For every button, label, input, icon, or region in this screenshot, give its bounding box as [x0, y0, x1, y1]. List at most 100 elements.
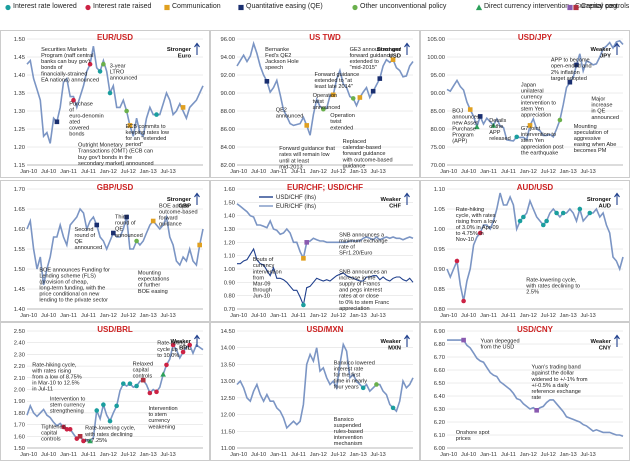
annotation: Mounting expectations of further BOE easing: [138, 271, 170, 295]
y-tick-label: 2.10: [14, 376, 25, 382]
annotation: Onshore spot prices: [456, 430, 490, 442]
event-marker-lower: [94, 408, 100, 413]
x-tick-label: Jul-12: [121, 169, 136, 175]
annotation: Rate-lowering cycle, with rates declining…: [525, 277, 580, 295]
y-tick-label: 1.35: [14, 91, 25, 97]
x-tick-label: Jul-13: [161, 169, 176, 175]
y-tick-label: 6.20: [434, 420, 445, 426]
annotation: Intervention to stem currency weakening: [147, 406, 177, 430]
legend-label: Other unconventional policy: [360, 3, 447, 10]
annotation: Forward guidance that rates will remain l…: [279, 146, 335, 170]
y-tick-label: 1.05: [434, 207, 445, 213]
event-marker-qe: [377, 76, 383, 81]
annotation: APP to become open-ended and 2% inflation t…: [551, 58, 592, 82]
x-tick-label: Jul-11: [291, 313, 306, 319]
annotation: G7 joint intervention to stem Yen appreciat…: [521, 126, 564, 156]
annotation: Yuan's trading band against the dollar wid…: [530, 365, 587, 401]
event-marker-intervention: [160, 371, 166, 377]
y-tick-label: 0.85: [434, 287, 445, 293]
annotation: Major increase in QE announced: [591, 97, 619, 121]
x-tick-label: Jan-10: [440, 313, 457, 319]
event-marker-comm: [467, 107, 473, 112]
event-marker-peg: [304, 240, 310, 245]
x-tick-label: Jan-10: [230, 169, 247, 175]
x-tick-label: Jan-13: [560, 169, 577, 175]
y-tick-label: 1.50: [14, 37, 25, 43]
event-marker-raise: [477, 230, 483, 236]
direction-label: Weaker CNY: [590, 339, 611, 352]
x-tick-label: Jul-11: [501, 452, 516, 458]
y-tick-label: 6.60: [434, 368, 445, 374]
x-tick-label: Jan-13: [140, 313, 157, 319]
y-tick-label: 12.00: [220, 413, 235, 419]
event-marker-qe: [54, 119, 60, 125]
x-tick-label: Jan-13: [560, 452, 577, 458]
annotation: Japan unilateral currency intervention to st…: [521, 82, 556, 118]
x-tick-label: Jul-12: [331, 313, 346, 319]
direction-arrow-icon: [614, 192, 620, 205]
event-marker-raise: [71, 97, 76, 103]
x-tick-label: Jul-13: [371, 452, 386, 458]
legend-marker: [573, 4, 579, 11]
direction-arrow-icon: [614, 334, 620, 347]
chart-title: EUR/CHF; USD/CHF: [287, 183, 363, 192]
chart-panel-gbpusd: 1.40 1.45 1.50 1.55 1.60 1.65 1.70 Jan-10 Jul-10…: [0, 180, 210, 322]
event-marker-raise: [461, 298, 466, 304]
x-tick-label: Jul-13: [581, 452, 596, 458]
event-marker-peg: [534, 408, 539, 413]
chart-panel-eurusd: 1.15 1.20 1.25 1.30 1.35 1.40 1.45 1.50 Jan-10 Ju…: [0, 30, 210, 178]
x-tick-label: Jul-13: [581, 169, 596, 175]
y-tick-label: 1.60: [224, 187, 235, 193]
event-marker-comm: [197, 242, 202, 248]
chart-svg: 0.80 0.85 0.90 0.95 1.00 1.05 1.10 Jan-10 Jul-10…: [434, 183, 624, 319]
x-tick-label: Jan-10: [20, 313, 37, 319]
x-tick-label: Jul-10: [251, 452, 266, 458]
annotation: Rate-hiking cycle, with rates rising from …: [31, 363, 81, 393]
chart-title: USD/CNY: [517, 325, 554, 334]
y-tick-label: 90.00: [220, 91, 235, 97]
x-tick-label: Jul-10: [461, 452, 476, 458]
chart-title: GBP/USD: [97, 183, 134, 192]
chart-title: US TWD: [309, 33, 341, 42]
direction-arrow-icon: [404, 192, 410, 205]
annotation: Banxico lowered interest rate for the firs…: [334, 360, 375, 390]
chart-panel-audusd: 0.80 0.85 0.90 0.95 1.00 1.05 1.10 Jan-10 Jul-10…: [420, 180, 630, 322]
y-tick-label: 88.00: [220, 109, 235, 115]
event-marker-lower: [127, 381, 133, 386]
event-marker-other: [374, 382, 379, 387]
legend-marker: [475, 4, 483, 11]
x-tick-label: Jan-12: [310, 313, 327, 319]
event-marker-raise: [454, 258, 460, 264]
annotation: Bernanke Fed's QE2 Jackson Hole speech: [265, 47, 299, 71]
annotation: ECB commits to keeping rates low for an "e…: [126, 124, 170, 148]
annotation: Second round of QE announced: [75, 227, 103, 251]
series-legend-label: EUR/CHF (lhs): [276, 204, 316, 210]
x-tick-label: Jan-10: [230, 313, 247, 319]
x-tick-label: Jan-12: [520, 313, 537, 319]
event-marker-lower: [577, 206, 583, 212]
direction-label: Weaker BRL: [170, 339, 191, 352]
x-tick-label: Jan-11: [60, 452, 77, 458]
event-marker-lower: [560, 210, 566, 216]
y-tick-label: 0.80: [434, 307, 445, 313]
annotation: BOJ announces new Asset Purchase Program (APP…: [452, 108, 480, 144]
y-tick-label: 1.80: [14, 411, 25, 417]
x-tick-label: Jan-11: [480, 452, 497, 458]
event-marker-comm: [331, 92, 336, 98]
x-tick-label: Jan-13: [140, 169, 157, 175]
y-tick-label: 1.00: [434, 227, 445, 233]
series-legend-label: USD/CHF (lhs): [276, 195, 316, 201]
x-tick-label: Jan-11: [270, 452, 287, 458]
x-tick-label: Jan-13: [350, 169, 367, 175]
y-tick-label: 1.00: [224, 267, 235, 273]
x-tick-label: Jan-10: [440, 452, 457, 458]
y-tick-label: 1.30: [14, 109, 25, 115]
event-marker-lower: [97, 69, 103, 74]
annotation: Yuan depegged from the USD: [480, 339, 519, 351]
direction-label: Weaker CHF: [380, 197, 401, 210]
chart-title: USD/MXN: [307, 325, 344, 334]
y-tick-label: 1.90: [14, 399, 25, 405]
x-tick-label: Jul-12: [541, 169, 556, 175]
series-line-2: [236, 203, 414, 261]
y-tick-label: 6.70: [434, 355, 445, 361]
